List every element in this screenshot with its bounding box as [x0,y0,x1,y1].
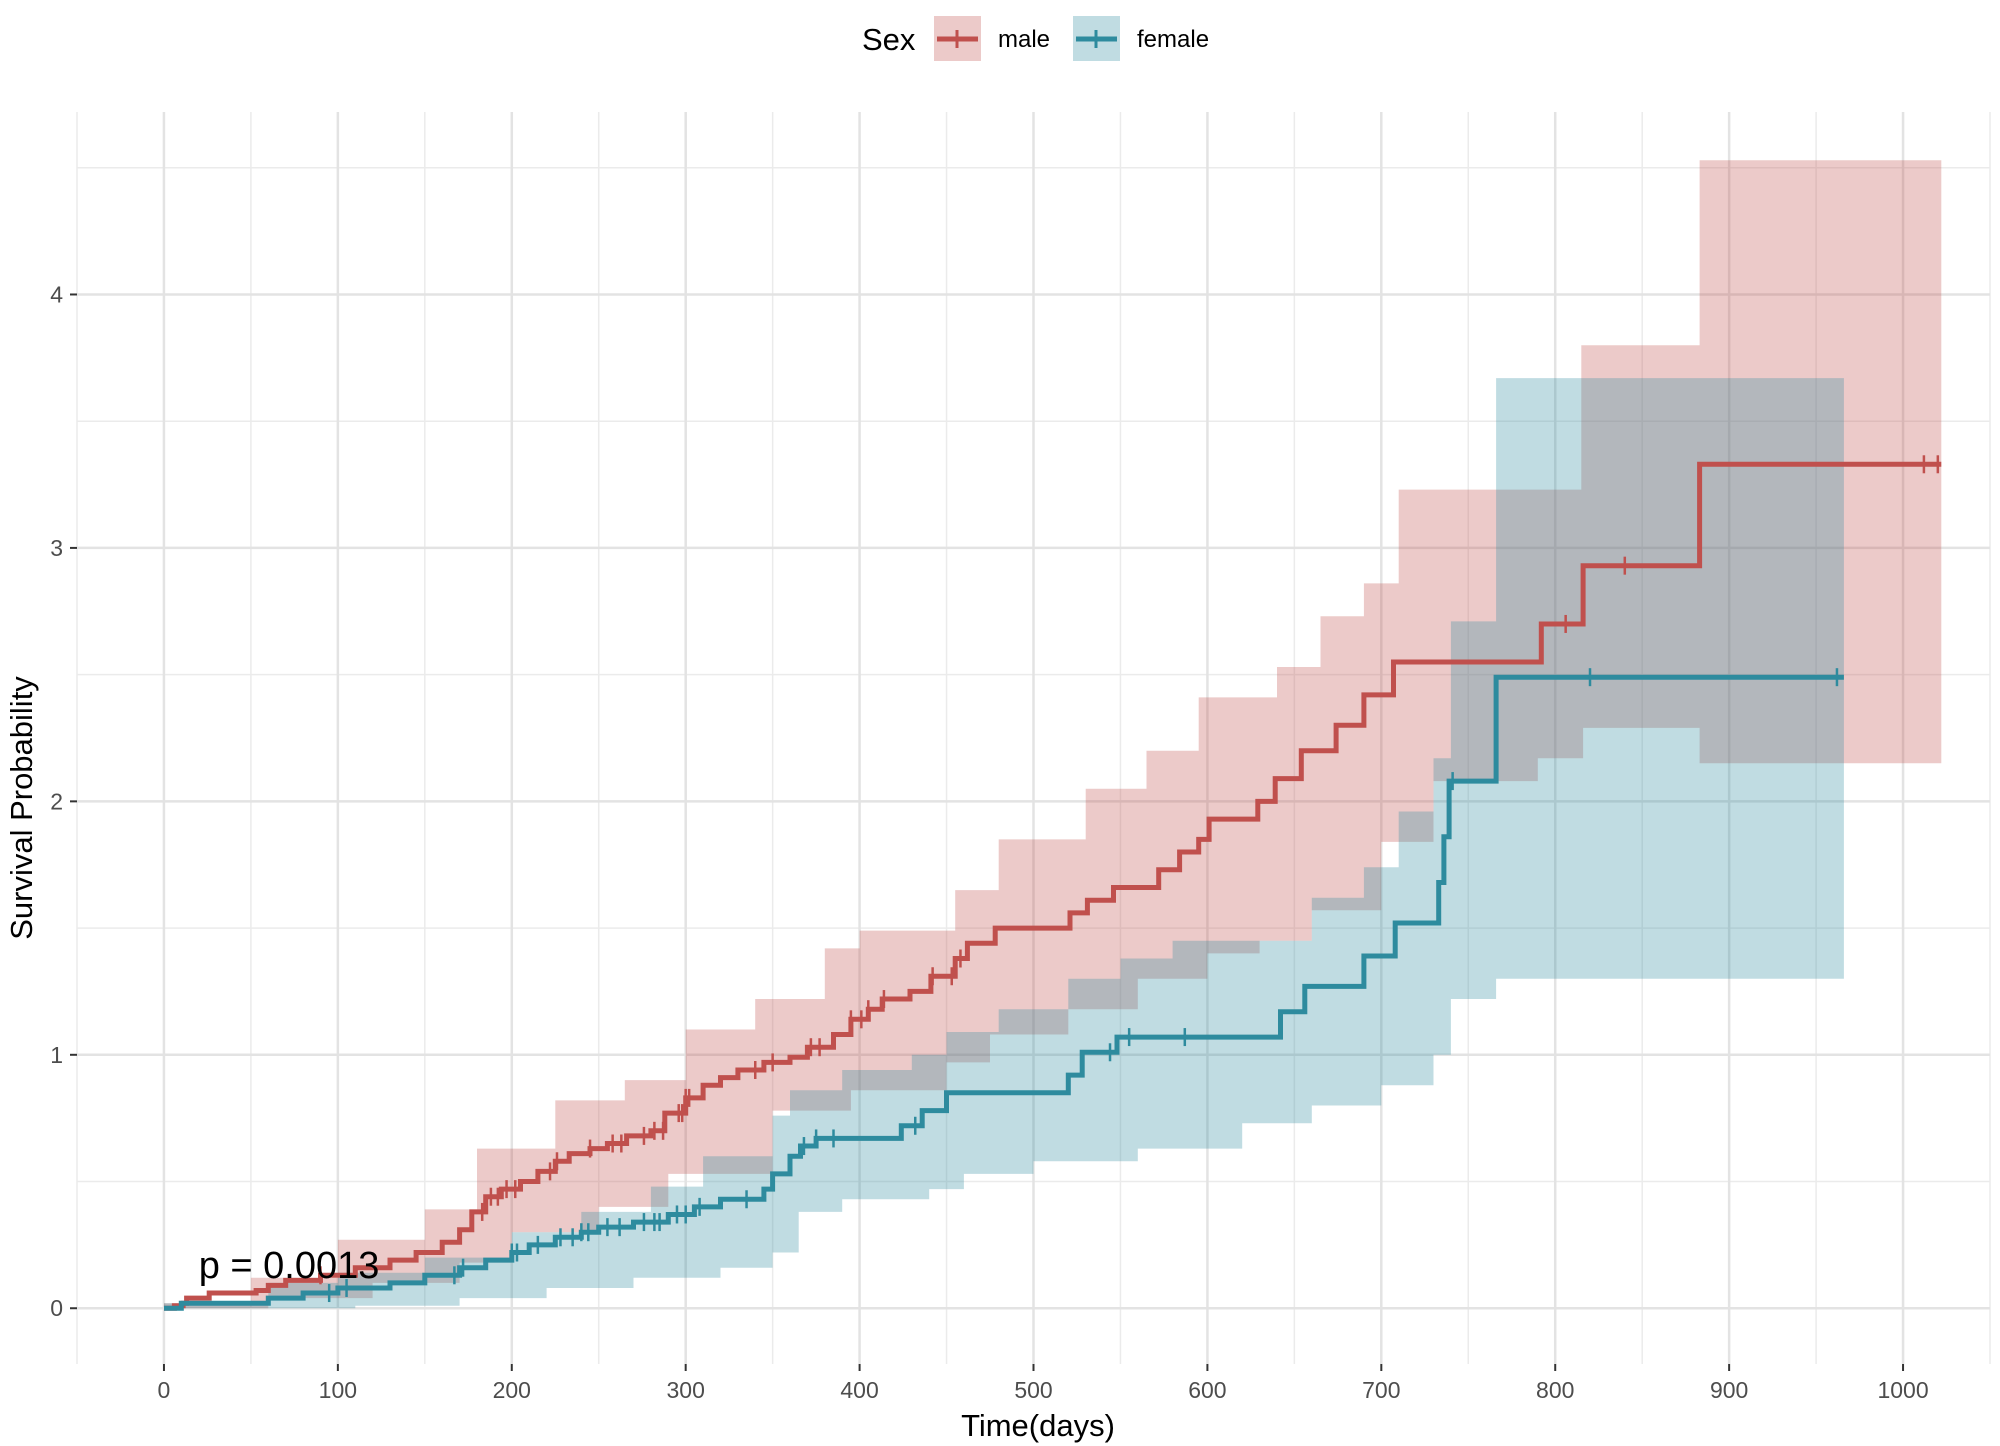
x-tick-label: 500 [1014,1377,1052,1403]
x-tick-label: 800 [1536,1377,1574,1403]
y-tick-label: 1 [50,1042,63,1068]
legend-key-female [1073,16,1120,61]
legend-key-male [934,16,981,61]
legend-title: Sex [862,22,916,57]
x-tick-label: 400 [840,1377,878,1403]
x-tick-label: 0 [158,1377,171,1403]
y-axis-title: Survival Probability [4,676,39,940]
x-tick-label: 300 [666,1377,704,1403]
censor-marks [319,455,1940,1303]
x-axis-title: Time(days) [961,1408,1115,1443]
confidence-bands [164,160,1942,1309]
y-tick-label: 3 [50,535,63,561]
x-tick-label: 1000 [1877,1377,1928,1403]
x-tick-label: 900 [1710,1377,1748,1403]
y-tick-label: 0 [50,1295,63,1321]
x-tick-label: 600 [1188,1377,1226,1403]
ci-band-female [164,378,1844,1309]
grid-major [77,112,1990,1364]
y-tick-label: 2 [50,788,63,814]
legend: Sex male female [862,16,1209,61]
y-tick-label: 4 [50,281,63,307]
survival-lines [164,461,1942,1311]
x-tick-label: 100 [319,1377,357,1403]
x-axis: 0 100 200 300 400 500 600 700 800 900 1000 [158,1364,1929,1403]
p-value-annotation: p = 0.0013 [199,1245,380,1287]
x-tick-label: 700 [1362,1377,1400,1403]
legend-label-male: male [998,26,1050,53]
step-line-female [164,674,1844,1311]
legend-label-female: female [1137,26,1209,53]
y-axis: 0 1 2 3 4 [50,281,77,1321]
step-line-male [164,461,1942,1311]
x-tick-label: 200 [493,1377,531,1403]
ci-band-male [164,160,1942,1309]
